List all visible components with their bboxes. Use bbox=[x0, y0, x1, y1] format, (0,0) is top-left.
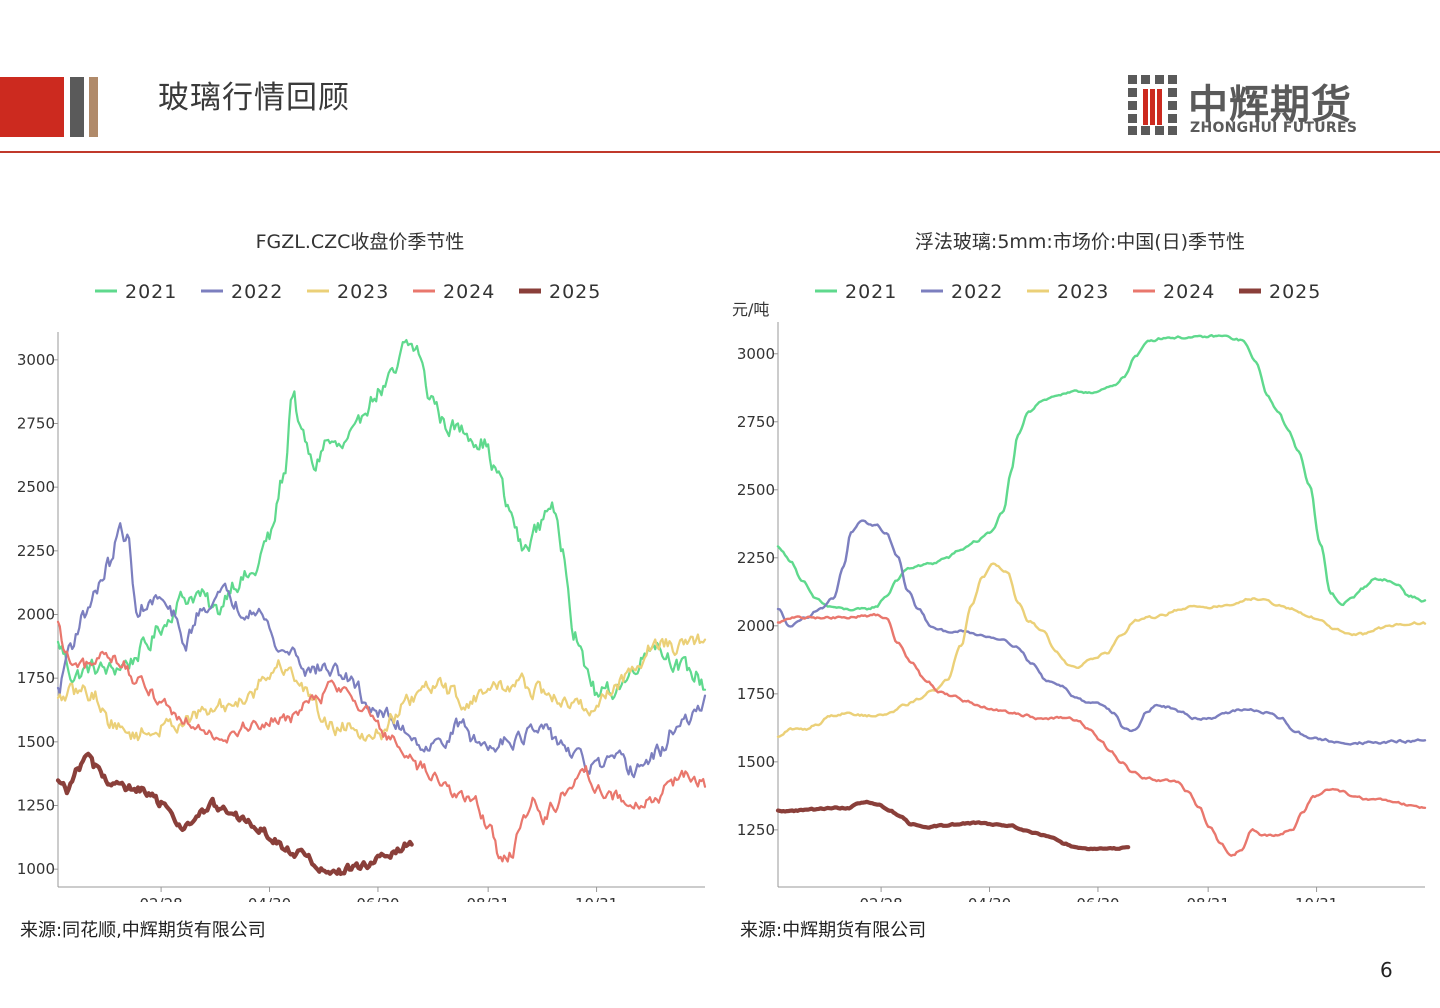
legend-label: 2022 bbox=[951, 281, 1003, 303]
x-tick-label: 08/31 bbox=[467, 895, 510, 902]
y-tick-label: 1500 bbox=[737, 753, 775, 771]
legend-label: 2025 bbox=[1269, 281, 1321, 303]
x-tick-label: 02/28 bbox=[139, 895, 182, 902]
x-tick-label: 10/31 bbox=[1295, 895, 1338, 902]
y-tick-label: 1500 bbox=[17, 733, 55, 751]
legend-item-2024: 2024 bbox=[413, 281, 495, 303]
page-number: 6 bbox=[1380, 958, 1393, 982]
legend-label: 2024 bbox=[443, 281, 495, 303]
y-tick-label: 3000 bbox=[17, 351, 55, 369]
legend-label: 2021 bbox=[845, 281, 897, 303]
x-tick-label: 02/28 bbox=[859, 895, 902, 902]
y-tick-label: 2000 bbox=[737, 617, 775, 635]
page-title: 玻璃行情回顾 bbox=[158, 80, 350, 116]
y-tick-label: 2250 bbox=[737, 549, 775, 567]
x-tick-label: 06/30 bbox=[356, 895, 399, 902]
series-line-2024 bbox=[776, 612, 1427, 857]
x-tick-label: 08/31 bbox=[1187, 895, 1230, 902]
series-line-2023 bbox=[56, 633, 707, 742]
company-logo: 中辉期货 ZHONGHUI FUTURES bbox=[1128, 72, 1368, 138]
legend-item-2021: 2021 bbox=[815, 281, 897, 303]
series-line-2025 bbox=[55, 751, 414, 876]
chart-spot-price-seasonality: 浮法玻璃:5mm:市场价:中国(日)季节性 2021 2022 2023 2024 202… bbox=[720, 222, 1440, 902]
legend-item-2021: 2021 bbox=[95, 281, 177, 303]
y-tick-label: 1250 bbox=[737, 821, 775, 839]
chart-title: 浮法玻璃:5mm:市场价:中国(日)季节性 bbox=[915, 231, 1245, 253]
y-tick-label: 1250 bbox=[17, 797, 55, 815]
legend-label: 2021 bbox=[125, 281, 177, 303]
legend-label: 2025 bbox=[549, 281, 601, 303]
y-tick-label: 2750 bbox=[737, 413, 775, 431]
accent-bar-tan bbox=[89, 77, 98, 137]
series-line-2021 bbox=[776, 334, 1427, 612]
logo-grid-icon bbox=[1128, 75, 1177, 135]
x-tick-label: 06/30 bbox=[1076, 895, 1119, 902]
y-tick-label: 1750 bbox=[737, 685, 775, 703]
series-line-2022 bbox=[56, 522, 707, 779]
y-tick-label: 2500 bbox=[737, 481, 775, 499]
legend-item-2025: 2025 bbox=[519, 281, 601, 303]
chart-svg: 浮法玻璃:5mm:市场价:中国(日)季节性 2021 2022 2023 2024 202… bbox=[732, 231, 1427, 902]
legend-item-2023: 2023 bbox=[1027, 281, 1109, 303]
legend-label: 2023 bbox=[1057, 281, 1109, 303]
legend-label: 2023 bbox=[337, 281, 389, 303]
series-line-2023 bbox=[776, 562, 1427, 738]
y-tick-label: 2750 bbox=[17, 414, 55, 432]
source-note-left: 来源:同花顺,中辉期货有限公司 bbox=[20, 920, 266, 941]
legend-item-2023: 2023 bbox=[307, 281, 389, 303]
series-line-2022 bbox=[776, 519, 1427, 746]
x-tick-label: 04/30 bbox=[248, 895, 291, 902]
accent-bar-red bbox=[0, 77, 64, 137]
legend-item-2022: 2022 bbox=[921, 281, 1003, 303]
y-tick-label: 2500 bbox=[17, 478, 55, 496]
chart-title: FGZL.CZC收盘价季节性 bbox=[256, 231, 465, 253]
x-tick-label: 04/30 bbox=[968, 895, 1011, 902]
series-line-2021 bbox=[56, 339, 707, 701]
y-axis-label: 元/吨 bbox=[732, 300, 769, 319]
y-tick-label: 2250 bbox=[17, 542, 55, 560]
y-tick-label: 1000 bbox=[17, 860, 55, 878]
y-tick-label: 1750 bbox=[17, 669, 55, 687]
x-tick-label: 10/31 bbox=[575, 895, 618, 902]
chart-svg: FGZL.CZC收盘价季节性 2021 2022 2023 2024 2025 1000 12… bbox=[17, 231, 707, 902]
y-tick-label: 2000 bbox=[17, 606, 55, 624]
source-note-right: 来源:中辉期货有限公司 bbox=[740, 920, 927, 941]
series-line-2025 bbox=[775, 799, 1131, 852]
y-tick-label: 3000 bbox=[737, 345, 775, 363]
legend-item-2024: 2024 bbox=[1133, 281, 1215, 303]
series-line-2024 bbox=[56, 620, 707, 863]
logo-text-cn: 中辉期货 bbox=[1188, 82, 1352, 128]
header-divider bbox=[0, 151, 1440, 153]
legend-item-2022: 2022 bbox=[201, 281, 283, 303]
legend-label: 2024 bbox=[1163, 281, 1215, 303]
chart-futures-seasonality: FGZL.CZC收盘价季节性 2021 2022 2023 2024 2025 1000 12… bbox=[0, 222, 720, 902]
legend-item-2025: 2025 bbox=[1239, 281, 1321, 303]
slide-header: 玻璃行情回顾 中辉期货 ZHONGHUI FUTURES bbox=[0, 0, 1440, 156]
logo-text-en: ZHONGHUI FUTURES bbox=[1190, 120, 1358, 136]
accent-bar-gray bbox=[70, 77, 84, 137]
legend-label: 2022 bbox=[231, 281, 283, 303]
